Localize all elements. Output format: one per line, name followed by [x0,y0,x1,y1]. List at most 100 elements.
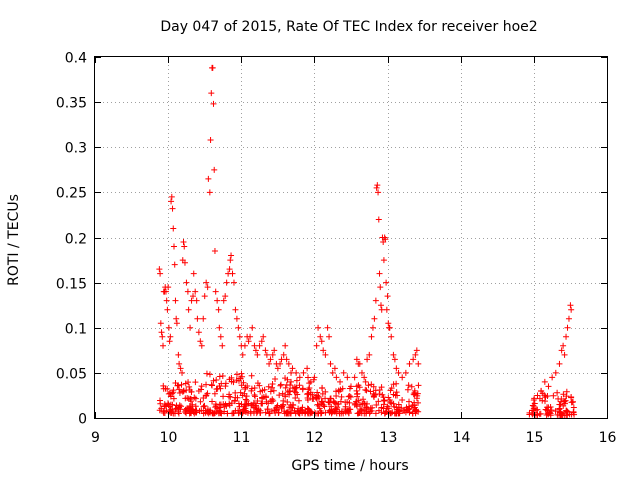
data-point [212,288,219,295]
data-point [262,409,269,416]
data-point [372,410,379,417]
data-point [415,382,422,389]
data-point [331,399,338,406]
data-point [393,380,400,387]
data-point [376,391,383,397]
data-point [223,279,230,286]
data-point [291,407,298,414]
grid [95,57,607,418]
y-tick-label: 0.05 [56,367,87,383]
data-point [215,410,222,417]
data-point [184,405,191,412]
data-point [282,393,289,400]
data-point [361,400,368,407]
data-point [292,410,299,417]
data-point [194,315,201,322]
data-point [320,347,327,354]
data-point [226,266,233,273]
data-point [284,376,291,383]
data-point [173,315,180,322]
data-point [172,410,179,417]
data-point [315,402,322,409]
data-point [280,351,287,358]
data-point [235,400,242,407]
data-point [285,360,292,367]
data-point [201,402,208,409]
data-point [255,406,262,413]
data-point [338,393,345,400]
data-point [288,378,295,385]
data-point [295,397,302,404]
data-point [277,360,284,367]
data-point [534,406,541,413]
data-point [319,384,326,391]
data-point [262,347,269,354]
data-point [214,297,221,304]
data-point [381,397,388,404]
data-point [566,411,573,418]
data-point [226,402,233,409]
data-point [287,388,294,395]
data-point [269,384,276,391]
data-point [182,380,189,387]
data-point [258,338,265,345]
x-axis-label: GPS time / hours [291,458,408,474]
data-point [356,360,363,367]
data-point [189,401,196,408]
data-point [178,381,185,388]
data-point [362,378,369,385]
data-point [296,374,303,381]
data-point [252,347,259,354]
data-point [260,333,267,340]
data-point [562,397,569,404]
data-point [236,333,243,340]
data-point [264,406,271,413]
data-point [340,410,347,417]
y-tick-label: 0.25 [56,186,87,202]
data-point [235,324,242,331]
data-point [327,395,334,402]
data-point [238,370,245,377]
data-point [176,360,183,367]
data-point [167,407,174,414]
data-point [353,356,360,363]
data-point [242,385,249,392]
data-point [321,403,328,410]
data-point [354,403,360,410]
data-point [380,257,387,264]
data-point [248,372,255,379]
data-point [373,401,380,408]
data-point [270,387,277,394]
data-point [220,393,227,400]
data-point [233,371,240,378]
data-point [364,356,371,363]
data-point [269,351,276,358]
data-point [402,369,409,376]
data-point [569,398,576,405]
data-point [325,399,332,406]
data-point [228,374,235,381]
data-point [376,270,383,277]
data-point [375,216,382,223]
data-point [192,407,199,414]
data-point [388,385,395,392]
data-point [266,410,273,417]
data-point [227,257,234,264]
data-point [330,398,337,405]
data-point [179,388,186,395]
data-point [254,351,261,358]
data-point [413,395,420,402]
data-point [158,405,165,412]
data-point [318,399,325,406]
data-point [234,394,241,401]
data-point [230,279,237,286]
data-point [539,397,546,404]
plot-frame [94,56,608,419]
data-point [187,409,194,416]
chart-title: Day 047 of 2015, Rate Of TEC Index for r… [160,19,537,35]
data-point [216,373,223,380]
data-point [415,360,422,367]
data-point [164,400,171,407]
data-point [227,394,234,401]
data-point [363,387,370,394]
